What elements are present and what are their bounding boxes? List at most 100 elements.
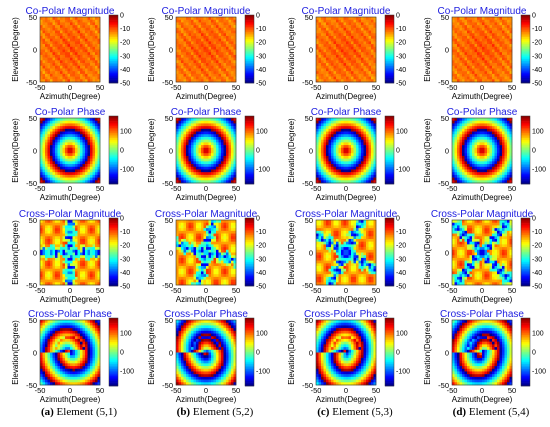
heatmap-cell [361, 172, 364, 176]
heatmap-cell [363, 68, 367, 72]
heatmap-cell [459, 164, 463, 168]
heatmap-cell [459, 161, 463, 165]
heatmap-cell [363, 174, 367, 178]
heatmap-cell [82, 41, 86, 45]
heatmap-cell [196, 131, 199, 135]
heatmap-cell [216, 30, 219, 34]
heatmap-cell [467, 128, 470, 132]
heatmap-cell [228, 57, 232, 61]
heatmap-cell [504, 120, 508, 124]
heatmap-cell [368, 57, 372, 61]
heatmap-cell [358, 174, 362, 178]
heatmap-cell [492, 145, 495, 149]
colorbar-step [109, 151, 118, 154]
heatmap-cell [221, 177, 224, 181]
heatmap-cell [183, 54, 187, 58]
heatmap-cell [85, 68, 88, 72]
heatmap-cell [358, 41, 362, 45]
heatmap-cell [65, 79, 68, 83]
heatmap-cell [477, 153, 480, 157]
heatmap-cell [50, 164, 53, 168]
heatmap-cell [181, 153, 184, 157]
heatmap-cell [366, 17, 369, 21]
heatmap-cell [82, 17, 86, 21]
heatmap-cell [457, 150, 460, 154]
heatmap-cell [75, 63, 78, 67]
heatmap-cell [487, 139, 490, 143]
heatmap-cell [181, 164, 184, 168]
heatmap-cell [90, 73, 93, 77]
heatmap-cell [223, 46, 227, 50]
heatmap-cell [226, 41, 229, 45]
heatmap-cell [233, 30, 237, 34]
heatmap-cell [459, 174, 463, 178]
heatmap-cell [52, 65, 56, 69]
heatmap-cell [92, 131, 96, 135]
heatmap-cell [72, 158, 76, 162]
heatmap-cell [50, 147, 53, 151]
heatmap-cell [97, 22, 101, 26]
heatmap-cell [331, 180, 334, 184]
heatmap-cell [92, 164, 96, 168]
heatmap-cell [55, 177, 58, 181]
heatmap-cell [484, 128, 488, 132]
heatmap-cell [509, 150, 513, 154]
heatmap-cell [72, 33, 76, 37]
heatmap-cell [181, 128, 184, 132]
heatmap-cell [85, 169, 88, 173]
heatmap-cell [57, 128, 61, 132]
heatmap-cell [373, 136, 377, 140]
colorbar-step [109, 45, 118, 48]
heatmap-cell [82, 19, 86, 23]
heatmap-cell [459, 166, 463, 170]
x-tick-label: -50 [171, 83, 182, 92]
heatmap-cell [464, 147, 468, 151]
heatmap-cell [186, 161, 189, 165]
heatmap-cell [221, 142, 224, 146]
heatmap-cell [336, 49, 339, 53]
heatmap-cell [504, 76, 508, 80]
heatmap-cell [373, 65, 377, 69]
heatmap-cell [509, 27, 513, 31]
heatmap-cell [40, 68, 43, 72]
heatmap-cell [474, 177, 478, 181]
heatmap-cell [467, 73, 470, 77]
heatmap-cell [507, 71, 510, 75]
heatmap-cell [477, 33, 480, 37]
heatmap-cell [346, 145, 349, 149]
heatmap-cell [504, 155, 508, 159]
heatmap-cell [92, 177, 96, 181]
heatmap-cell [211, 30, 214, 34]
heatmap-cell [353, 68, 357, 72]
heatmap-cell [353, 128, 357, 132]
heatmap-cell [373, 128, 377, 132]
heatmap-cell [97, 57, 101, 61]
heatmap-cell [95, 30, 98, 34]
heatmap-cell [62, 164, 66, 168]
heatmap-cell [72, 169, 76, 173]
heatmap-cell [487, 63, 490, 67]
heatmap-cell [484, 131, 488, 135]
heatmap-cell [457, 49, 460, 53]
heatmap-cell [60, 63, 63, 67]
heatmap-cell [228, 19, 232, 23]
heatmap-cell [206, 68, 209, 72]
heatmap-cell [351, 142, 354, 146]
heatmap-cell [341, 139, 344, 143]
heatmap-cell [363, 155, 367, 159]
heatmap-cell [70, 131, 73, 135]
heatmap-cell [92, 136, 96, 140]
heatmap-cell [82, 30, 86, 34]
heatmap-cell [186, 30, 189, 34]
heatmap-cell [191, 174, 194, 178]
heatmap-cell [328, 153, 332, 157]
heatmap-cell [361, 68, 364, 72]
colorbar-step [245, 60, 254, 63]
heatmap-cell [356, 25, 359, 29]
heatmap-cell [92, 30, 96, 34]
heatmap-cell [363, 120, 367, 124]
heatmap-cell [47, 49, 51, 53]
heatmap-cell [45, 128, 48, 132]
heatmap-cell [459, 60, 463, 64]
heatmap-cell [55, 30, 58, 34]
